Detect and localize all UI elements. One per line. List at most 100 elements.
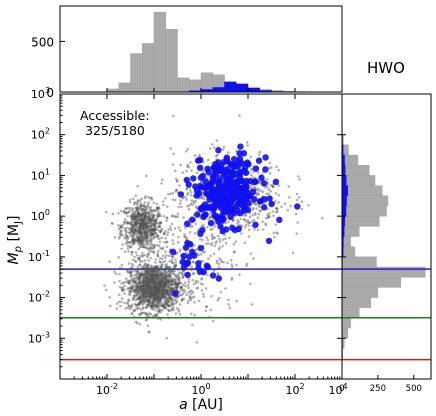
- planet-point: [128, 221, 132, 224]
- planet-point: [127, 298, 130, 301]
- planet-point: [218, 246, 221, 249]
- planet-point: [157, 274, 160, 278]
- planet-point: [283, 202, 287, 205]
- planet-point: [161, 289, 164, 293]
- planet-point: [157, 289, 160, 292]
- planet-point: [150, 238, 154, 241]
- planet-point: [170, 255, 174, 258]
- planet-point: [123, 250, 127, 253]
- planet-point: [150, 219, 153, 222]
- planet-point: [139, 243, 143, 246]
- accessible-planet-point: [197, 245, 205, 252]
- planet-point: [149, 291, 152, 294]
- planet-point: [136, 235, 140, 239]
- planet-point: [161, 284, 165, 288]
- planet-point: [152, 245, 156, 249]
- planet-point: [199, 196, 203, 199]
- planet-point: [117, 212, 120, 215]
- planet-point: [272, 214, 275, 218]
- planet-point: [190, 267, 193, 271]
- planet-point: [139, 312, 142, 316]
- accessible-planet-point: [211, 201, 218, 208]
- planet-point: [153, 219, 157, 223]
- planet-point: [246, 141, 249, 144]
- planet-point: [194, 281, 198, 285]
- planet-point: [160, 288, 163, 292]
- planet-point: [158, 278, 162, 282]
- planet-point: [170, 288, 173, 292]
- planet-point: [138, 224, 141, 227]
- planet-point: [144, 313, 148, 316]
- planet-point: [140, 208, 144, 211]
- planet-point: [153, 281, 156, 284]
- planet-point: [154, 208, 158, 212]
- planet-point: [152, 227, 155, 231]
- planet-point: [140, 223, 144, 226]
- planet-point: [158, 281, 161, 285]
- accessible-planet-point: [294, 203, 301, 210]
- planet-point: [227, 298, 230, 302]
- planet-point: [173, 198, 177, 202]
- planet-point: [265, 192, 268, 196]
- planet-point: [171, 282, 175, 286]
- planet-point: [125, 230, 129, 234]
- planet-point: [154, 297, 157, 300]
- planet-point: [148, 221, 151, 224]
- planet-point: [148, 280, 151, 283]
- planet-point: [144, 213, 147, 216]
- planet-point: [142, 278, 146, 282]
- planet-point: [143, 196, 147, 200]
- planet-point: [127, 210, 131, 214]
- planet-point: [143, 279, 146, 283]
- planet-point: [131, 207, 134, 210]
- planet-point: [134, 229, 138, 233]
- planet-point: [130, 215, 134, 218]
- planet-point: [131, 243, 134, 246]
- accessible-planet-point: [196, 164, 204, 171]
- planet-point: [131, 240, 135, 243]
- planet-point: [146, 234, 149, 237]
- planet-point: [207, 257, 210, 260]
- planet-point: [150, 293, 153, 296]
- planet-point: [280, 205, 283, 209]
- planet-point: [142, 227, 145, 231]
- planet-point: [218, 257, 221, 260]
- planet-point: [144, 283, 147, 286]
- planet-point: [156, 279, 160, 283]
- planet-point: [150, 285, 154, 289]
- planet-point: [131, 215, 135, 218]
- planet-point: [142, 264, 145, 268]
- planet-point: [144, 233, 147, 236]
- planet-point: [157, 281, 161, 284]
- planet-point: [146, 231, 150, 235]
- planet-point: [191, 296, 194, 299]
- planet-point: [138, 214, 141, 217]
- planet-point: [201, 250, 205, 254]
- planet-point: [164, 281, 168, 285]
- planet-point: [133, 238, 137, 241]
- planet-point: [153, 285, 157, 289]
- planet-point: [140, 221, 144, 224]
- planet-point: [141, 284, 144, 287]
- planet-point: [160, 279, 163, 282]
- planet-point: [157, 287, 160, 291]
- planet-point: [147, 284, 151, 287]
- planet-point: [155, 206, 159, 209]
- planet-point: [159, 261, 163, 264]
- planet-point: [152, 277, 156, 280]
- planet-point: [146, 273, 150, 276]
- planet-point: [176, 277, 179, 280]
- planet-point: [148, 312, 151, 315]
- planet-point: [157, 288, 161, 291]
- planet-point: [142, 292, 146, 296]
- planet-point: [257, 187, 260, 191]
- planet-point: [146, 269, 150, 273]
- planet-point: [143, 232, 147, 235]
- planet-point: [163, 285, 166, 289]
- planet-point: [189, 312, 193, 316]
- planet-point: [143, 292, 147, 296]
- planet-point: [150, 304, 153, 308]
- planet-point: [133, 216, 136, 220]
- planet-point: [128, 245, 132, 248]
- planet-point: [139, 254, 142, 258]
